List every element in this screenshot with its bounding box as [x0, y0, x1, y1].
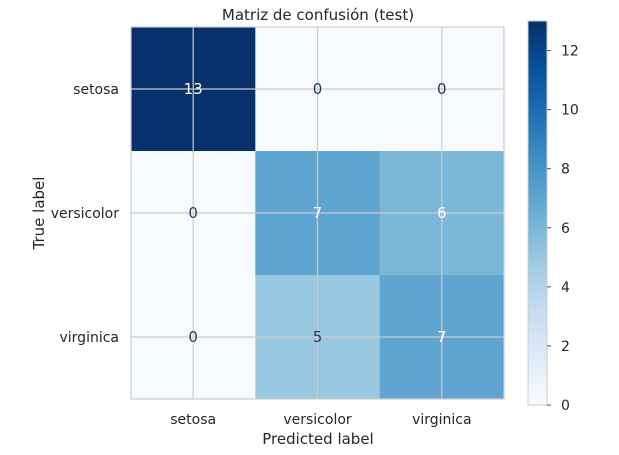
- y-axis-label: True label: [30, 177, 48, 251]
- cell-value-label: 7: [313, 204, 323, 222]
- cell-value-label: 13: [184, 80, 203, 98]
- cell-value-label: 6: [437, 204, 447, 222]
- cell-value-label: 0: [188, 328, 198, 346]
- x-tick-label: setosa: [170, 412, 216, 428]
- y-tick-label: setosa: [73, 82, 119, 98]
- y-tick-label: virginica: [60, 330, 120, 346]
- x-tick-label: versicolor: [283, 412, 352, 428]
- colorbar: [527, 20, 548, 406]
- colorbar-tick-label: 6: [561, 221, 570, 237]
- y-tick-label: versicolor: [51, 206, 120, 222]
- cell-value-label: 5: [313, 328, 323, 346]
- y-tick-labels: setosa versicolor virginica: [51, 82, 120, 346]
- grid-lines: [131, 27, 504, 399]
- colorbar-tick-label: 2: [561, 339, 570, 355]
- x-axis-label: Predicted label: [262, 430, 373, 448]
- cell-value-label: 7: [437, 328, 447, 346]
- x-tick-label: virginica: [412, 412, 472, 428]
- chart-title: Matriz de confusión (test): [222, 6, 414, 24]
- plot-frame: [130, 26, 505, 400]
- colorbar-tick-label: 0: [561, 398, 570, 414]
- colorbar-tick-label: 12: [561, 44, 579, 60]
- colorbar-tick-label: 4: [561, 280, 570, 296]
- colorbar-tick-labels: 0 2 4 6 8 10 12: [547, 44, 579, 414]
- x-tick-labels: setosa versicolor virginica: [170, 412, 471, 428]
- cell-value-label: 0: [188, 204, 198, 222]
- cell-value-label: 0: [313, 80, 323, 98]
- cell-value-labels: 13 0 0 0 7 6 0 5 7: [184, 80, 447, 346]
- cell-value-label: 0: [437, 80, 447, 98]
- colorbar-tick-label: 8: [561, 162, 570, 178]
- colorbar-tick-label: 10: [561, 103, 579, 119]
